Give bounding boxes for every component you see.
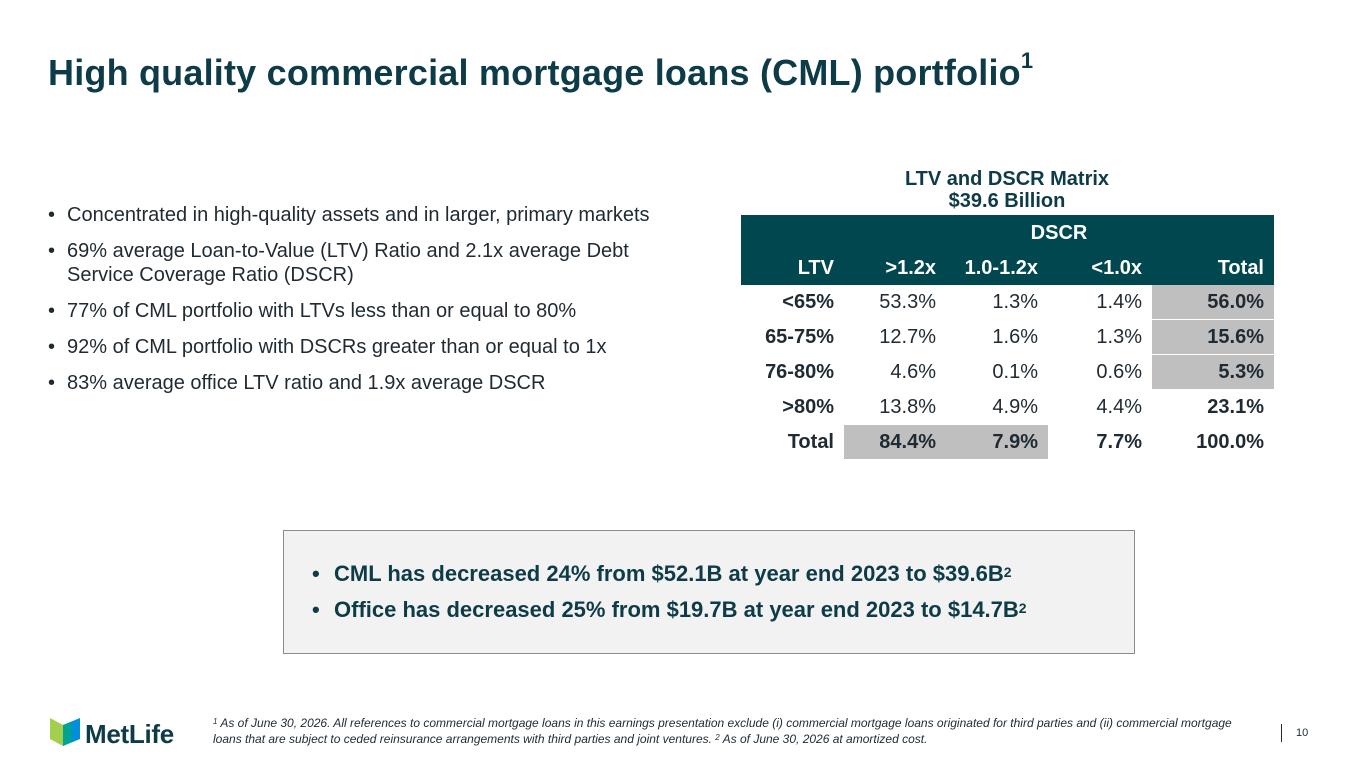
key-point: 92% of CML portfolio with DSCRs greater … [48,335,658,359]
key-point: Concentrated in high-quality assets and … [48,203,658,227]
key-point: 69% average Loan-to-Value (LTV) Ratio an… [48,239,658,287]
page-number: 10 [1296,727,1309,739]
dscr-group-header: DSCR [844,215,1274,251]
column-total-cell: 7.9% [946,424,1048,460]
column-header-1-0-1-2x: 1.0-1.2x [946,251,1048,285]
callout-text: Office has decreased 25% from $19.7B at … [334,597,1019,622]
table-cell: 13.8% [844,389,946,425]
key-point: 83% average office LTV ratio and 1.9x av… [48,371,658,395]
callout-list: CML has decreased 24% from $52.1B at yea… [312,561,1027,633]
matrix-group-header-row: DSCR [741,215,1274,251]
footnote-text: As of June 30, 2026 at amortized cost. [719,732,928,746]
callout-footnote-ref: 2 [1018,600,1027,616]
column-header-gt-1-2x: >1.2x [844,251,946,285]
page-title-text: High quality commercial mortgage loans (… [48,52,1021,93]
table-cell: 1.4% [1048,285,1152,320]
callout-item: CML has decreased 24% from $52.1B at yea… [312,561,1027,587]
table-cell: 0.6% [1048,354,1152,390]
table-cell: 4.9% [946,389,1048,425]
grand-total-cell: 100.0% [1152,424,1274,460]
matrix-title-line2: $39.6 Billion [948,190,1066,212]
column-header-ltv: LTV [741,251,844,285]
table-cell: 4.4% [1048,389,1152,425]
callout-footnote-ref: 2 [1003,564,1012,580]
page-title: High quality commercial mortgage loans (… [48,48,1033,94]
footnote-ref: 2 [715,733,720,742]
row-label: 65-75% [765,325,834,348]
row-total-cell: 15.6% [1152,319,1274,355]
row-total-cell: 5.3% [1152,354,1274,390]
row-total-cell: 56.0% [1152,285,1274,320]
footer-divider [1281,724,1282,742]
row-label: 76-80% [765,360,834,383]
logo-wordmark: MetLife [85,719,174,749]
metlife-logo: MetLife [50,718,195,749]
column-total-cell: 7.7% [1048,424,1152,460]
column-header-total: Total [1152,251,1274,285]
table-cell: 53.3% [844,285,946,320]
matrix-title-line1: LTV and DSCR Matrix [904,168,1110,190]
callout-text: CML has decreased 24% from $52.1B at yea… [334,561,1004,586]
footnote-text: As of June 30, 2026. All references to c… [213,716,1232,746]
column-total-cell: 84.4% [844,424,946,460]
matrix-title: LTV and DSCR Matrix $39.6 Billion [740,168,1274,212]
matrix-column-header-row: LTV >1.2x 1.0-1.2x <1.0x Total [741,251,1274,285]
footnotes: 1 As of June 30, 2026. All references to… [213,715,1253,747]
row-label: >80% [782,395,834,418]
row-label: <65% [782,290,834,313]
table-row: 76-80% 4.6% 0.1% 0.6% 5.3% [741,354,1274,390]
ltv-dscr-matrix: DSCR LTV >1.2x 1.0-1.2x <1.0x Total <65%… [741,215,1274,460]
table-total-row: Total 84.4% 7.9% 7.7% 100.0% [741,424,1274,460]
table-cell: 12.7% [844,319,946,355]
key-point: 77% of CML portfolio with LTVs less than… [48,299,658,323]
title-footnote-ref: 1 [1020,48,1034,73]
table-cell: 0.1% [946,354,1048,390]
callout-box: CML has decreased 24% from $52.1B at yea… [283,530,1135,654]
table-cell: 4.6% [844,354,946,390]
row-total-cell: 23.1% [1152,389,1274,425]
table-row: >80% 13.8% 4.9% 4.4% 23.1% [741,389,1274,425]
metlife-logo-icon [50,718,80,746]
table-cell: 1.3% [1048,319,1152,355]
table-cell: 1.6% [946,319,1048,355]
callout-item: Office has decreased 25% from $19.7B at … [312,597,1027,623]
table-row: 65-75% 12.7% 1.6% 1.3% 15.6% [741,319,1274,355]
table-row: <65% 53.3% 1.3% 1.4% 56.0% [741,285,1274,320]
column-header-lt-1-0x: <1.0x [1048,251,1152,285]
footnote-ref: 1 [213,717,218,726]
table-cell: 1.3% [946,285,1048,320]
key-points-list: Concentrated in high-quality assets and … [48,203,658,407]
row-label: Total [787,430,834,453]
